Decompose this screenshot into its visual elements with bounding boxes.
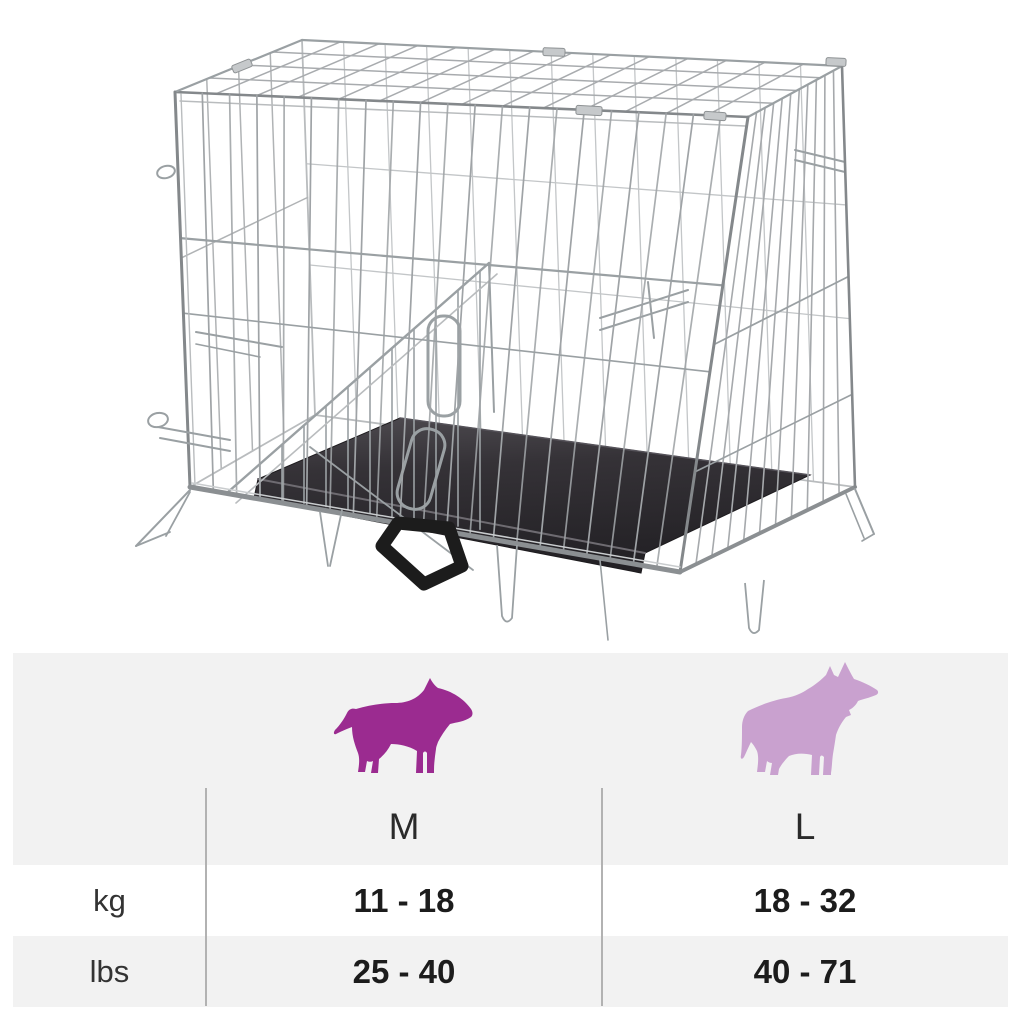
- kg-value-size-m: 11 - 18: [353, 881, 455, 919]
- column-divider-right: [601, 788, 603, 1006]
- column-divider-left: [205, 788, 207, 1006]
- lbs-row: lbs 25 - 40 40 - 71: [13, 936, 1008, 1007]
- lbs-value-size-l: 40 - 71: [753, 952, 857, 990]
- large-dog-silhouette: [740, 662, 879, 775]
- medium-dog-shape: [333, 678, 473, 773]
- kg-unit-label: kg: [93, 882, 126, 918]
- kg-row: kg 11 - 18 18 - 32: [13, 865, 1008, 936]
- product-photo-dog-crate: [135, 38, 875, 641]
- large-dog-shape: [740, 662, 879, 775]
- size-chart-panel: M L kg 11 - 18 18 - 32 lbs 25 - 40 40 - …: [13, 653, 1008, 1007]
- kg-value-size-l: 18 - 32: [753, 881, 857, 919]
- lbs-value-size-m: 25 - 40: [352, 952, 456, 990]
- size-header-row: M L: [13, 788, 1008, 865]
- medium-dog-silhouette: [333, 678, 473, 773]
- size-m-header: M: [388, 805, 420, 847]
- unit-column-spacer: [13, 788, 206, 865]
- size-l-header: L: [794, 805, 816, 847]
- lbs-unit-label: lbs: [89, 953, 130, 989]
